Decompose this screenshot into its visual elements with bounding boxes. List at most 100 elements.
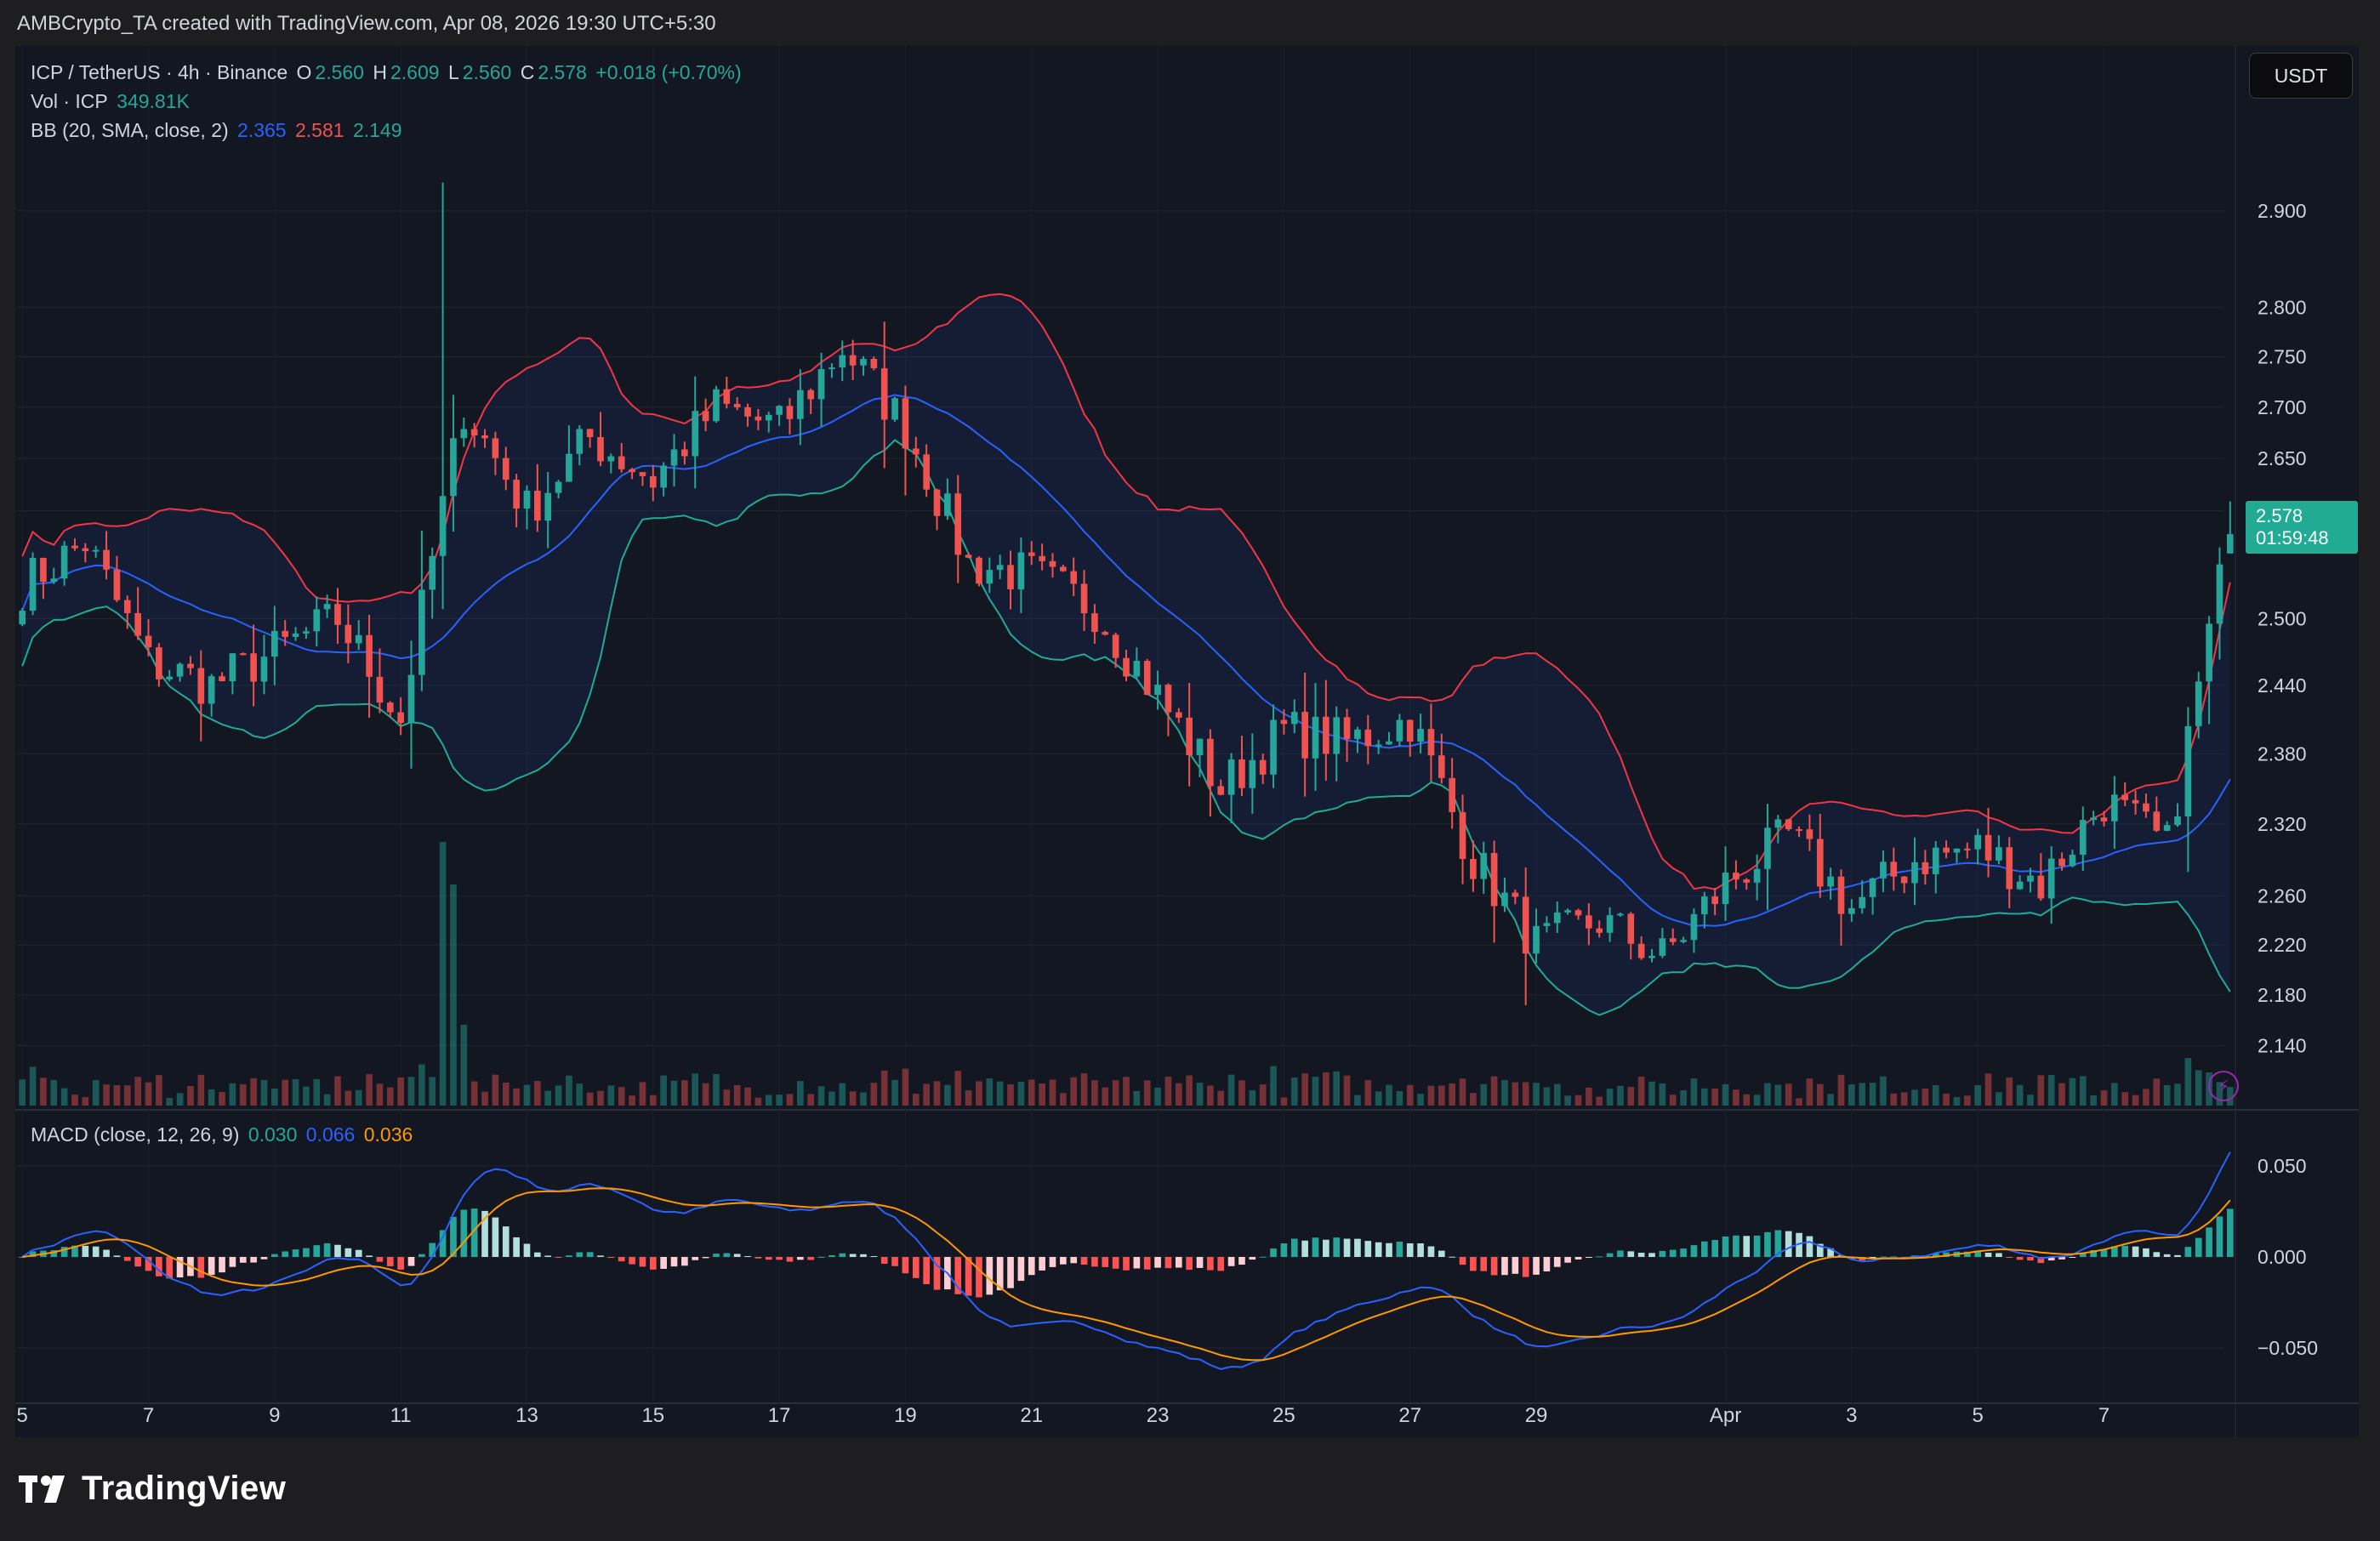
candle-body xyxy=(239,653,247,656)
candle-body xyxy=(29,557,37,611)
tradingview-logo[interactable]: TradingView xyxy=(19,1470,286,1508)
macd-histogram-bar xyxy=(670,1257,678,1267)
macd-histogram-bar xyxy=(2047,1257,2055,1261)
candle-body xyxy=(2027,875,2034,882)
macd-histogram-bar xyxy=(1722,1236,1729,1257)
macd-histogram-bar xyxy=(1774,1230,1782,1257)
volume-bar xyxy=(870,1083,878,1106)
candle-body xyxy=(2216,564,2223,624)
candle-body xyxy=(1449,777,1455,812)
volume-bar xyxy=(187,1086,194,1106)
volume-bar xyxy=(586,1092,594,1106)
candle-body xyxy=(1669,938,1677,942)
candle-body xyxy=(166,676,174,680)
volume-bar xyxy=(1280,1097,1288,1106)
volume-bar xyxy=(397,1077,404,1106)
macd-histogram-bar xyxy=(2090,1250,2097,1257)
volume-bar xyxy=(1143,1080,1151,1106)
candle-body xyxy=(1501,892,1508,907)
candle-body xyxy=(1143,661,1151,696)
macd-histogram-bar xyxy=(607,1257,615,1259)
candle-body xyxy=(891,398,898,420)
candle-body xyxy=(1711,896,1719,905)
volume-bar xyxy=(1764,1083,1771,1106)
macd-histogram-bar xyxy=(1796,1232,1802,1257)
volume-bar xyxy=(523,1084,531,1106)
macd-histogram-bar xyxy=(1816,1243,1824,1257)
candle-body xyxy=(460,429,468,439)
macd-histogram-bar xyxy=(2006,1257,2013,1258)
flash-icon[interactable]: ⚡ xyxy=(2208,1071,2239,1101)
volume-bar xyxy=(2121,1092,2129,1106)
macd-histogram-bar xyxy=(1143,1257,1151,1270)
volume-bar xyxy=(1343,1075,1351,1106)
macd-histogram-bar xyxy=(902,1257,909,1274)
volume-bar xyxy=(944,1084,951,1106)
volume-bar xyxy=(1753,1095,1761,1106)
macd-histogram-bar xyxy=(923,1257,930,1285)
volume-bar xyxy=(103,1084,110,1106)
macd-histogram-bar xyxy=(386,1257,394,1266)
candle-body xyxy=(1364,729,1372,747)
time-axis-label: 9 xyxy=(269,1404,280,1427)
bollinger-label: BB (20, SMA, close, 2) xyxy=(31,119,229,141)
candle-body xyxy=(366,634,373,677)
volume-bar xyxy=(639,1082,646,1106)
macd-histogram-bar xyxy=(123,1257,131,1261)
macd-histogram-bar xyxy=(470,1208,478,1257)
volume-bar xyxy=(176,1093,184,1106)
macd-histogram-bar xyxy=(82,1245,89,1257)
time-axis-label: 27 xyxy=(1398,1404,1421,1427)
volume-bar xyxy=(1238,1080,1245,1106)
macd-histogram-bar xyxy=(19,1257,26,1258)
candle-body xyxy=(1553,912,1561,924)
volume-bar xyxy=(460,1025,468,1106)
volume-bar xyxy=(891,1079,898,1106)
macd-histogram-bar xyxy=(1586,1257,1592,1259)
volume-bar xyxy=(450,884,457,1106)
volume-bar xyxy=(1943,1093,1950,1106)
macd-histogram-bar xyxy=(1680,1248,1687,1257)
volume-bar xyxy=(1680,1090,1687,1106)
macd-histogram-bar xyxy=(397,1257,404,1270)
candle-body xyxy=(2069,855,2076,867)
macd-histogram-bar xyxy=(71,1245,78,1257)
macd-histogram-bar xyxy=(1627,1251,1635,1257)
volume-bar xyxy=(713,1073,720,1106)
volume-bar xyxy=(986,1078,994,1106)
candle-body xyxy=(1396,719,1404,742)
volume-bar xyxy=(1900,1092,1908,1106)
macd-histogram-bar xyxy=(492,1217,499,1257)
candle-body xyxy=(1459,811,1466,860)
volume-bar xyxy=(902,1068,909,1106)
volume-bar xyxy=(1070,1077,1078,1106)
candle-countdown: 01:59:48 xyxy=(2256,527,2329,549)
candle-body xyxy=(1837,876,1845,914)
volume-bar xyxy=(334,1076,341,1106)
macd-histogram-bar xyxy=(366,1255,373,1257)
bollinger-basis-value: 2.365 xyxy=(237,119,287,141)
currency-button[interactable]: USDT xyxy=(2249,53,2353,99)
candle-body xyxy=(1007,565,1014,589)
candle-body xyxy=(1280,719,1288,725)
bollinger-lower-value: 2.149 xyxy=(352,119,402,141)
candle-body xyxy=(1963,848,1971,850)
volume-bar xyxy=(29,1066,37,1106)
candle-body xyxy=(681,449,688,457)
macd-histogram-bar xyxy=(986,1257,994,1295)
volume-bar xyxy=(1007,1084,1014,1106)
high-value: 2.609 xyxy=(390,61,440,83)
candle-body xyxy=(1984,834,1992,861)
macd-histogram-bar xyxy=(439,1230,447,1257)
macd-histogram-bar xyxy=(933,1257,941,1290)
candle-body xyxy=(229,653,236,682)
macd-histogram-bar xyxy=(1154,1257,1161,1268)
volume-bar xyxy=(1028,1079,1035,1106)
macd-histogram-bar xyxy=(1470,1257,1477,1271)
macd-histogram-bar xyxy=(1669,1249,1677,1257)
volume-bar xyxy=(1154,1087,1161,1106)
candle-body xyxy=(1700,896,1708,915)
volume-bar xyxy=(1196,1083,1204,1106)
candle-body xyxy=(1543,923,1551,926)
